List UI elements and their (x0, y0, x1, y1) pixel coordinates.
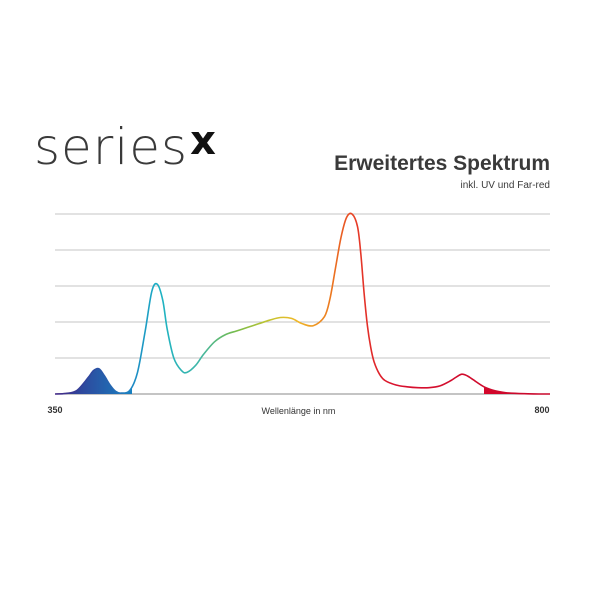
uv-filled-peak (55, 368, 132, 394)
brand-logo: seriesx (34, 118, 216, 188)
logo-x-mark: x (190, 118, 216, 164)
x-tick-label-max: 800 (534, 405, 549, 415)
x-tick-label-min: 350 (47, 405, 62, 415)
grid-lines (55, 213, 550, 359)
spectrum-line (54, 212, 550, 395)
chart-subtitle: inkl. UV und Far-red (460, 180, 550, 191)
x-axis-label: Wellenlänge in nm (262, 406, 336, 416)
chart-title: Erweitertes Spektrum (334, 152, 550, 175)
logo-word: series (34, 118, 189, 176)
far-red-filled-peak (484, 386, 550, 394)
